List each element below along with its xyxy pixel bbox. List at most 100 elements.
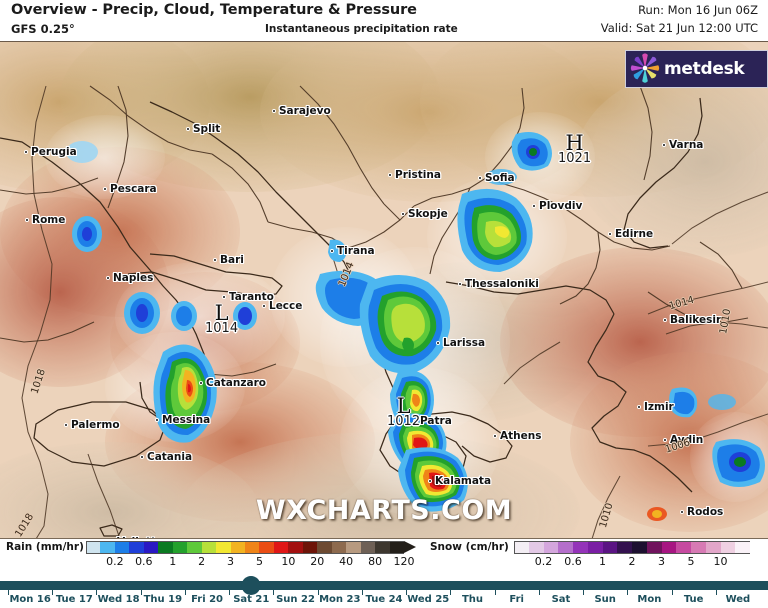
scale-swatch: [259, 541, 274, 554]
scale-swatch: [346, 541, 361, 554]
run-time-label: Run: Mon 16 Jun 06Z: [638, 3, 758, 17]
scale-swatch: [331, 541, 347, 554]
scale-swatch: [129, 541, 144, 554]
timeline-day-label[interactable]: Fri: [509, 594, 524, 605]
snow-scale-title: Snow (cm/hr): [430, 541, 509, 553]
rain-scale-ticks: 0.2 0.6 1 2 3 5 10 20 40 80 120: [86, 555, 416, 570]
timeline-tick: [538, 590, 540, 595]
scale-swatch: [528, 541, 544, 554]
timeline-day-label[interactable]: Sat 21: [233, 594, 270, 605]
scale-arrow-head: [403, 541, 416, 553]
rain-scale-title: Rain (mm/hr): [6, 541, 84, 553]
scale-swatch: [543, 541, 559, 554]
valid-time-label: Valid: Sat 21 Jun 12:00 UTC: [600, 21, 758, 35]
scale-tick-label: 3: [227, 555, 235, 568]
scale-tick-label: 10: [281, 555, 296, 568]
snow-scale-ticks: 0.2 0.6 1 2 3 5 10: [514, 555, 762, 570]
timeline-day-label[interactable]: Tue 24: [365, 594, 403, 605]
scale-swatch: [273, 541, 289, 554]
scale-tick-label: 0.2: [534, 555, 553, 568]
page-title: Overview - Precip, Cloud, Temperature & …: [11, 2, 417, 18]
legend-bar: Rain (mm/hr) 0.2 0.6 1 2 3 5 10 20 40 80 120 Snow …: [0, 538, 768, 574]
scale-tick-label: 10: [713, 555, 728, 568]
timeline-day-label[interactable]: Wed 18: [97, 594, 140, 605]
timeline-day-label[interactable]: Wed: [725, 594, 751, 605]
scale-swatch: [676, 541, 691, 554]
scale-tick-label: 3: [658, 555, 665, 568]
timeline-day-label[interactable]: Sun 22: [276, 594, 315, 605]
scale-swatch: [288, 541, 303, 554]
scale-swatch: [100, 541, 115, 554]
timeline-tick: [583, 590, 585, 595]
timeline-day-label[interactable]: Tue: [683, 594, 704, 605]
scale-swatch: [172, 541, 188, 554]
scale-swatch: [360, 541, 376, 554]
scale-swatch: [230, 541, 245, 554]
timeline-day-label[interactable]: Thu: [461, 594, 483, 605]
scale-tick-label: 1: [599, 555, 606, 568]
timeline-tick: [273, 590, 275, 595]
timeline-tick: [494, 590, 496, 595]
scale-tick-label: 5: [255, 555, 263, 568]
timeline-tick: [317, 590, 319, 595]
timeline-tick: [627, 590, 629, 595]
metdesk-logo[interactable]: metdesk: [625, 50, 768, 88]
scale-tick-label: 2: [628, 555, 636, 568]
map-canvas: [0, 42, 768, 538]
timeline-slider[interactable]: Mon 16 Tue 17 Wed 18 Thu 19 Fri 20 Sat 21 Sun …: [0, 574, 768, 608]
scale-swatch: [187, 541, 202, 554]
timeline-day-label[interactable]: Mon 23: [319, 594, 361, 605]
scale-swatch: [389, 541, 404, 554]
scale-tick-label: 0.2: [106, 555, 124, 568]
timeline-day-label[interactable]: Fri 20: [191, 594, 224, 605]
scale-swatch: [602, 541, 618, 554]
timeline-tick: [96, 590, 98, 595]
scale-swatch: [720, 541, 736, 554]
scale-swatch: [617, 541, 632, 554]
timeline-tick: [184, 590, 186, 595]
weather-map[interactable]: Perugia Split Sarajevo Pescara Pristina Sofia…: [0, 41, 768, 538]
scale-tick-label: 0.6: [564, 555, 582, 568]
scale-swatch: [244, 541, 260, 554]
scale-swatch: [158, 541, 173, 554]
timeline-day-label[interactable]: Sun: [594, 594, 616, 605]
timeline-knob[interactable]: [241, 576, 261, 595]
scale-swatch: [646, 541, 662, 554]
timeline-day-label[interactable]: Wed 25: [407, 594, 450, 605]
scale-swatch: [587, 541, 603, 554]
scale-swatch: [302, 541, 318, 554]
scale-swatch: [558, 541, 573, 554]
metdesk-wordmark: metdesk: [664, 59, 745, 79]
timeline-track[interactable]: [0, 581, 768, 590]
timeline-day-label[interactable]: Tue 17: [55, 594, 93, 605]
timeline-tick: [450, 590, 452, 595]
timeline-tick: [361, 590, 363, 595]
timeline-day-label[interactable]: Mon: [637, 594, 662, 605]
scale-swatch: [705, 541, 721, 554]
timeline-tick: [8, 590, 9, 595]
scale-tick-label: 80: [368, 555, 383, 568]
scale-tick-label: 20: [310, 555, 325, 568]
scale-swatch: [201, 541, 217, 554]
timeline-day-label[interactable]: Sat: [551, 594, 571, 605]
timeline-tick: [715, 590, 717, 595]
timeline-tick: [52, 590, 54, 595]
timeline-tick: [140, 590, 142, 595]
metdesk-starburst-icon: [630, 53, 660, 83]
parameter-label: Instantaneous precipitation rate: [265, 23, 458, 35]
scale-swatch: [735, 541, 750, 554]
scale-swatch: [375, 541, 390, 554]
scale-swatch: [317, 541, 332, 554]
scale-swatch: [573, 541, 588, 554]
scale-tick-label: 0.6: [135, 555, 153, 568]
timeline-day-label[interactable]: Thu 19: [143, 594, 183, 605]
timeline-tick: [406, 590, 408, 595]
scale-tick-label: 40: [339, 555, 354, 568]
timeline-tick: [671, 590, 673, 595]
timeline-day-label[interactable]: Mon 16: [9, 594, 51, 605]
precipitation-layer: [66, 132, 765, 521]
scale-swatch: [86, 541, 101, 554]
scale-swatch: [114, 541, 130, 554]
scale-swatch: [691, 541, 706, 554]
